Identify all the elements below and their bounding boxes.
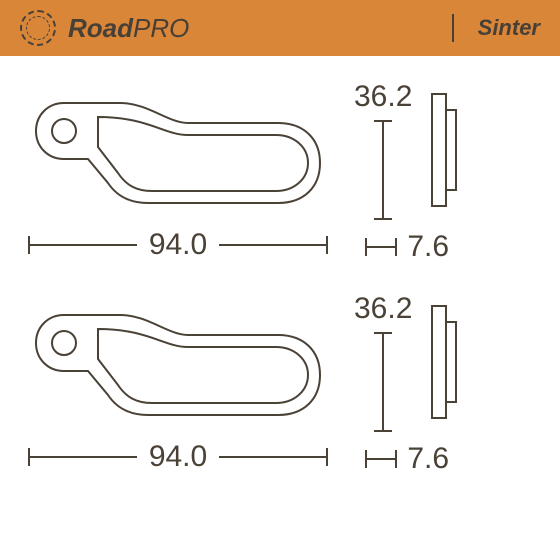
- width-dimension: 94.0: [28, 228, 328, 262]
- width-value: 94.0: [137, 228, 219, 262]
- dim-line: [367, 458, 395, 460]
- pad-front-column: 94.0: [28, 295, 328, 474]
- thickness-value: 7.6: [407, 442, 449, 476]
- header-subtitle: Sinter: [478, 15, 540, 41]
- height-dimension: 36.2: [354, 80, 412, 220]
- thickness-dimension: 7.6: [365, 442, 449, 476]
- header-right: Sinter: [452, 14, 540, 42]
- brake-pad-side-icon: [428, 302, 460, 422]
- dim-tick-icon: [326, 236, 328, 254]
- brand-suffix: PRO: [133, 13, 189, 43]
- thickness-dimension: 7.6: [365, 230, 449, 264]
- height-dimension: 36.2: [354, 292, 412, 432]
- dim-line: [382, 334, 384, 430]
- height-value: 36.2: [354, 292, 412, 326]
- dim-line: [219, 244, 326, 246]
- pad-side-area: 36.2: [354, 292, 460, 432]
- dim-tick-icon: [395, 450, 397, 468]
- dim-tick-icon: [374, 218, 392, 220]
- pad-front-view: [28, 83, 328, 218]
- header-bar: RoadPRO Sinter: [0, 0, 560, 56]
- dim-line: [30, 456, 137, 458]
- pad-front-view: [28, 295, 328, 430]
- brand-logo-icon: [20, 10, 56, 46]
- pad-side-column: 36.2 7.6: [354, 80, 460, 264]
- dim-line: [367, 246, 395, 248]
- brake-pad-side-icon: [428, 90, 460, 210]
- dim-tick-icon: [374, 430, 392, 432]
- thickness-value: 7.6: [407, 230, 449, 264]
- height-value: 36.2: [354, 80, 412, 114]
- pad-row: 94.0 36.2: [28, 80, 532, 264]
- width-value: 94.0: [137, 440, 219, 474]
- brake-pad-front-icon: [28, 83, 328, 213]
- brand-name: RoadPRO: [68, 13, 189, 44]
- dim-tick-icon: [326, 448, 328, 466]
- dim-line: [219, 456, 326, 458]
- dim-line: [382, 122, 384, 218]
- pad-side-area: 36.2: [354, 80, 460, 220]
- diagram-content: 94.0 36.2: [0, 56, 560, 476]
- dim-tick-icon: [395, 238, 397, 256]
- pad-front-column: 94.0: [28, 83, 328, 262]
- width-dimension: 94.0: [28, 440, 328, 474]
- brand-prefix: Road: [68, 13, 133, 43]
- header-left: RoadPRO: [20, 10, 189, 46]
- brake-pad-front-icon: [28, 295, 328, 425]
- dim-line: [30, 244, 137, 246]
- header-divider: [452, 14, 454, 42]
- pad-side-column: 36.2 7.6: [354, 292, 460, 476]
- pad-row: 94.0 36.2: [28, 292, 532, 476]
